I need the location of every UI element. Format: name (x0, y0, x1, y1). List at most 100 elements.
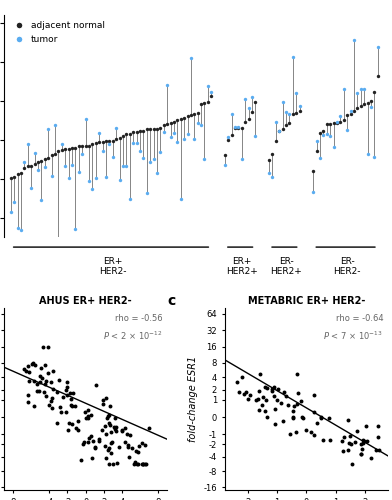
Point (64, 426, 71, 434)
Point (76, 168, 82, 176)
Point (348, 440, 354, 448)
Point (63, 408, 69, 416)
Point (151, 155, 157, 163)
Point (290, 110, 296, 118)
Point (74, 417, 81, 425)
Point (125, 443, 131, 451)
Point (39, 374, 45, 382)
Point (286, 110, 292, 118)
Point (255, 395, 261, 403)
Point (341, 433, 347, 441)
Point (25, 376, 32, 384)
Point (361, 100, 367, 108)
Point (42, 154, 48, 162)
Point (86, 142, 92, 150)
Point (58, 140, 65, 148)
Point (272, 420, 278, 428)
Point (245, 396, 251, 404)
Point (235, 124, 241, 132)
Point (25, 140, 31, 147)
Point (55, 148, 62, 156)
Point (320, 127, 327, 135)
Point (154, 124, 160, 132)
Text: rho = -0.64: rho = -0.64 (336, 314, 383, 322)
Point (145, 424, 152, 432)
Point (239, 156, 245, 164)
Point (330, 120, 337, 128)
Point (64, 378, 71, 386)
Point (25, 398, 31, 406)
Text: rho = -0.56: rho = -0.56 (115, 314, 163, 322)
Point (310, 408, 317, 416)
Point (82, 142, 89, 150)
Point (71, 402, 78, 410)
Point (269, 388, 275, 396)
Title: AHUS ER+ HER2-: AHUS ER+ HER2- (39, 296, 132, 306)
Point (154, 169, 160, 177)
Point (263, 396, 269, 404)
Point (62, 386, 69, 394)
Point (114, 460, 120, 468)
Point (205, 82, 211, 90)
Point (364, 437, 370, 445)
Point (57, 403, 63, 411)
Point (25, 391, 31, 399)
Point (122, 424, 129, 432)
Point (358, 450, 364, 458)
Point (67, 390, 73, 398)
Point (119, 426, 125, 434)
Point (314, 418, 320, 426)
Point (234, 378, 241, 386)
Text: $P$ < 7 × 10$^{-13}$: $P$ < 7 × 10$^{-13}$ (323, 330, 383, 342)
Point (87, 411, 94, 419)
Point (294, 400, 301, 407)
Point (164, 120, 170, 128)
Point (18, 226, 24, 234)
Point (373, 446, 379, 454)
Point (75, 426, 82, 434)
Point (348, 110, 354, 118)
Point (208, 92, 214, 100)
Point (108, 439, 114, 447)
Point (38, 156, 44, 164)
Point (49, 404, 56, 412)
Point (242, 95, 249, 103)
Point (184, 112, 191, 120)
Point (15, 224, 21, 232)
Point (107, 402, 114, 409)
Point (147, 125, 153, 133)
Point (131, 460, 137, 468)
Point (11, 173, 17, 181)
Point (91, 442, 98, 450)
Point (294, 389, 301, 397)
Point (269, 150, 276, 158)
Point (36, 372, 43, 380)
Text: ER-
HER2-: ER- HER2- (334, 257, 361, 276)
Point (287, 430, 293, 438)
Point (181, 134, 187, 142)
Point (303, 426, 309, 434)
Point (38, 196, 44, 204)
Point (375, 422, 381, 430)
Point (235, 123, 241, 131)
Point (262, 408, 269, 416)
Point (142, 441, 148, 449)
Point (272, 405, 278, 413)
Point (266, 169, 272, 177)
Point (31, 160, 38, 168)
Point (21, 365, 27, 373)
Point (35, 386, 42, 394)
Point (320, 131, 327, 139)
Point (236, 388, 242, 396)
Point (280, 418, 286, 426)
Point (100, 400, 106, 408)
Point (80, 440, 86, 448)
Point (345, 416, 351, 424)
Point (47, 398, 54, 406)
Point (324, 120, 330, 128)
Point (52, 150, 58, 158)
Point (102, 422, 108, 430)
Point (113, 124, 119, 132)
Point (139, 438, 145, 446)
Point (368, 98, 374, 106)
